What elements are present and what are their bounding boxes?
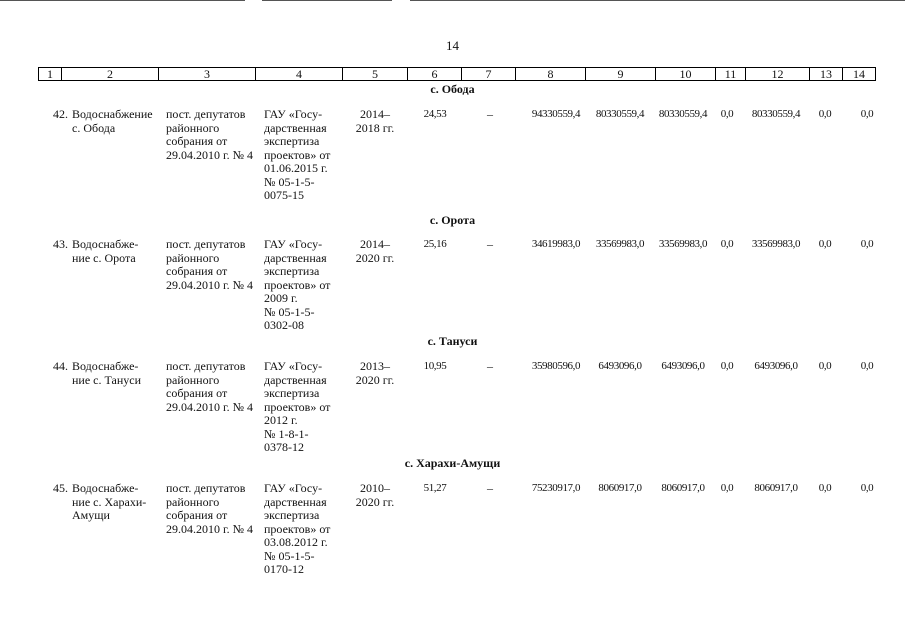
value-col-11: 0,0: [720, 108, 734, 120]
expertise-conclusion: ГАУ «Госу- дарственная экспертиза проект…: [264, 107, 331, 202]
value-col-13: 0,0: [818, 238, 832, 250]
column-number: 8: [515, 67, 586, 81]
row-number: 44.: [53, 359, 68, 373]
value-col-10: 80330559,4: [658, 108, 708, 120]
value-col-11: 0,0: [720, 238, 734, 250]
value-col-8: 34619983,0: [531, 238, 581, 250]
column-number: 1: [38, 67, 62, 81]
value-col-11: 0,0: [720, 482, 734, 494]
implementation-years: 2013– 2020 гг.: [355, 359, 395, 387]
implementation-years: 2014– 2020 гг.: [355, 237, 395, 265]
section-title: с. Обода: [430, 82, 475, 96]
column-number-header: 1 2 3 4 5 6 7 8 9 10 11 12 13 14: [38, 67, 876, 81]
value-col-13: 0,0: [818, 108, 832, 120]
top-edge-line-mid: [262, 0, 392, 1]
value-col-12: 8060917,0: [754, 482, 798, 494]
column-number: 3: [158, 67, 256, 81]
value-col-7: –: [487, 237, 493, 251]
value-col-6: 10,95: [423, 360, 447, 372]
value-col-9: 6493096,0: [598, 360, 642, 372]
basis-document: пост. депутатов районного собрания от 29…: [166, 481, 254, 536]
value-col-8: 94330559,4: [531, 108, 581, 120]
page-number: 14: [446, 38, 459, 53]
row-number: 43.: [53, 237, 68, 251]
column-number: 9: [585, 67, 656, 81]
expertise-conclusion: ГАУ «Госу- дарственная экспертиза проект…: [264, 237, 331, 332]
column-number: 6: [407, 67, 462, 81]
column-number: 4: [255, 67, 343, 81]
section-title: с. Харахи-Амущи: [404, 456, 501, 470]
value-col-9: 8060917,0: [598, 482, 642, 494]
value-col-9: 80330559,4: [595, 108, 645, 120]
object-name: Водоснабже- ние с. Тануси: [72, 359, 142, 387]
section-title: с. Орота: [429, 213, 476, 227]
value-col-13: 0,0: [818, 482, 832, 494]
expertise-conclusion: ГАУ «Госу- дарственная экспертиза проект…: [264, 481, 331, 576]
value-col-6: 24,53: [423, 108, 447, 120]
column-number: 7: [461, 67, 516, 81]
value-col-12: 6493096,0: [754, 360, 798, 372]
value-col-7: –: [487, 359, 493, 373]
basis-document: пост. депутатов районного собрания от 29…: [166, 237, 254, 292]
column-number: 11: [715, 67, 746, 81]
object-name: Водоснабже- ние с. Харахи- Амущи: [72, 481, 147, 522]
expertise-conclusion: ГАУ «Госу- дарственная экспертиза проект…: [264, 359, 331, 454]
implementation-years: 2014– 2018 гг.: [355, 107, 395, 135]
value-col-14: 0,0: [860, 108, 874, 120]
value-col-13: 0,0: [818, 360, 832, 372]
value-col-10: 6493096,0: [661, 360, 705, 372]
object-name: Водоснабже- ние с. Орота: [72, 237, 139, 265]
value-col-6: 51,27: [423, 482, 447, 494]
value-col-6: 25,16: [423, 238, 447, 250]
value-col-10: 8060917,0: [661, 482, 705, 494]
basis-document: пост. депутатов районного собрания от 29…: [166, 107, 254, 162]
value-col-9: 33569983,0: [595, 238, 645, 250]
column-number: 12: [745, 67, 810, 81]
value-col-12: 80330559,4: [751, 108, 801, 120]
value-col-8: 75230917,0: [531, 482, 581, 494]
value-col-7: –: [487, 481, 493, 495]
value-col-14: 0,0: [860, 482, 874, 494]
implementation-years: 2010– 2020 гг.: [355, 481, 395, 509]
value-col-14: 0,0: [860, 360, 874, 372]
column-number: 14: [842, 67, 876, 81]
top-edge-line-right: [410, 0, 905, 1]
section-title: с. Тануси: [427, 334, 478, 348]
value-col-12: 33569983,0: [751, 238, 801, 250]
value-col-10: 33569983,0: [658, 238, 708, 250]
value-col-14: 0,0: [860, 238, 874, 250]
value-col-7: –: [487, 107, 493, 121]
column-number: 13: [809, 67, 843, 81]
row-number: 45.: [53, 481, 68, 495]
column-number: 10: [655, 67, 716, 81]
top-edge-line-left: [0, 0, 245, 1]
row-number: 42.: [53, 107, 68, 121]
value-col-8: 35980596,0: [531, 360, 581, 372]
basis-document: пост. депутатов районного собрания от 29…: [166, 359, 254, 414]
value-col-11: 0,0: [720, 360, 734, 372]
object-name: Водоснабжение с. Обода: [72, 107, 153, 135]
column-number: 5: [342, 67, 408, 81]
column-number: 2: [61, 67, 159, 81]
